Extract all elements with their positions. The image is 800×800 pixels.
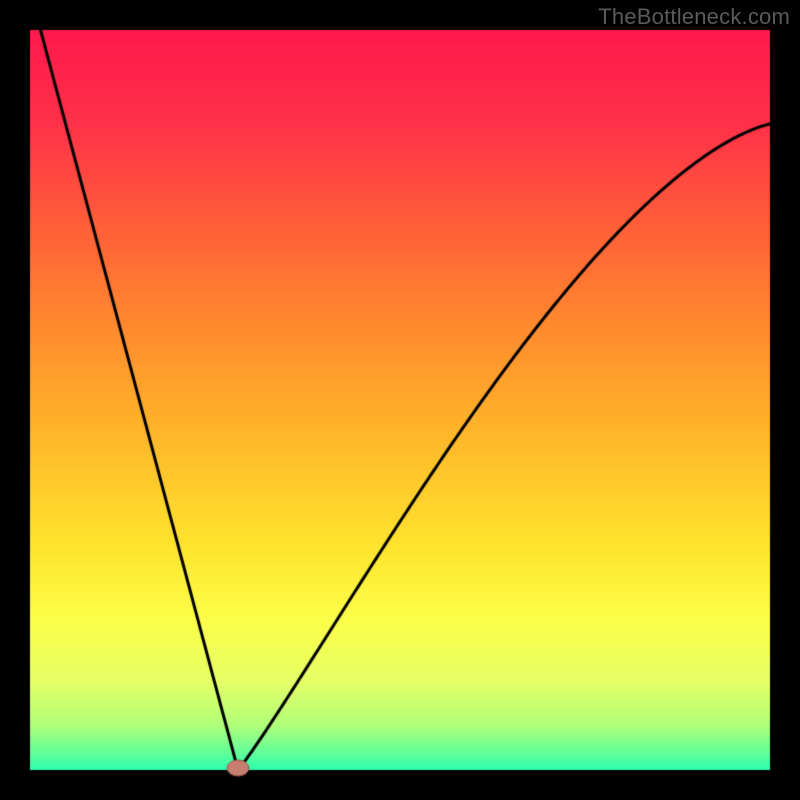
watermark-text: TheBottleneck.com: [598, 4, 790, 30]
bottleneck-curve-chart: [0, 0, 800, 800]
